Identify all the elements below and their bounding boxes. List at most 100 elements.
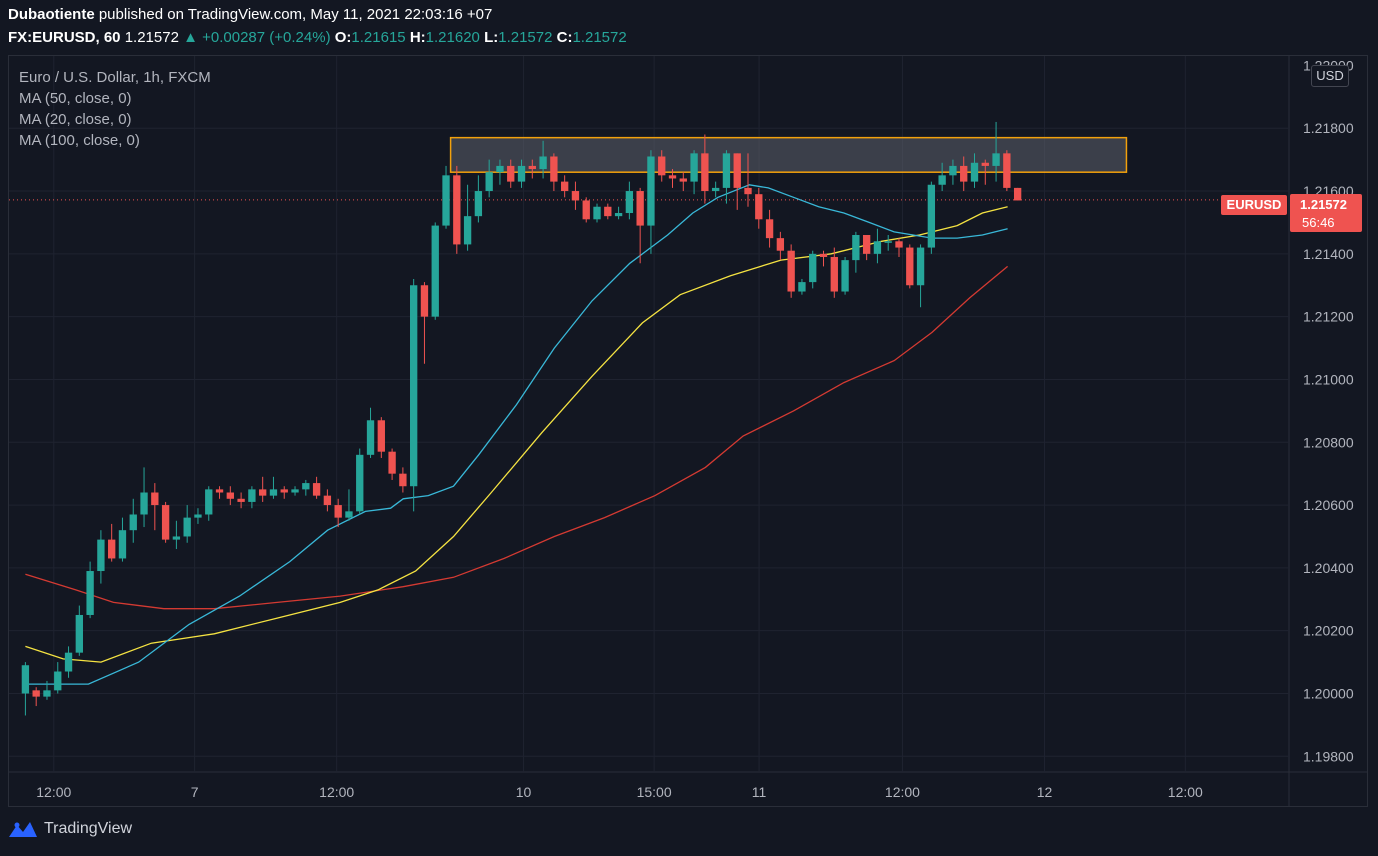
author-name[interactable]: Dubaotiente (8, 6, 95, 23)
candle-body (75, 614, 83, 653)
candle-body (507, 165, 515, 182)
candle (366, 407, 375, 458)
candle (539, 140, 547, 179)
candle-body (819, 253, 828, 257)
footer-brand[interactable]: TradingView (8, 820, 132, 838)
candle (852, 231, 860, 273)
candle (248, 486, 256, 509)
candle (183, 505, 191, 543)
candle (453, 165, 461, 254)
high-value: 1.21620 (425, 29, 480, 46)
candle-body (1013, 187, 1022, 201)
candle-body (906, 247, 914, 286)
candle (614, 206, 623, 220)
legend-ma50[interactable]: MA (50, close, 0) (19, 90, 132, 107)
ma20-line (25, 184, 1008, 685)
candle-body (431, 225, 439, 317)
candle-body (302, 483, 310, 490)
candle (884, 235, 892, 251)
candle (1013, 187, 1022, 201)
currency-button[interactable]: USD (1311, 65, 1349, 87)
candle (916, 244, 925, 308)
candle-body (291, 489, 299, 493)
candle-body (560, 181, 569, 192)
bar-countdown: 56:46 (1302, 215, 1335, 230)
candle (970, 153, 979, 188)
candle (377, 417, 385, 458)
legend-ma100[interactable]: MA (100, close, 0) (19, 132, 140, 149)
candle-body (410, 285, 418, 487)
candle-body (604, 206, 612, 217)
candle (1003, 150, 1011, 192)
candle (356, 448, 364, 515)
price-tick-label: 1.21200 (1303, 309, 1354, 325)
candle-body (862, 235, 871, 254)
candle (507, 159, 515, 188)
candle-body (690, 153, 698, 182)
candle (690, 150, 698, 195)
legend-title[interactable]: Euro / U.S. Dollar, 1h, FXCM (19, 69, 211, 86)
candle (388, 448, 396, 480)
candle (463, 184, 472, 251)
candle (108, 523, 116, 562)
candle-body (140, 492, 148, 515)
candle-body (54, 671, 62, 691)
candle (873, 228, 882, 264)
candle-body (334, 505, 342, 518)
low-value: 1.21572 (498, 29, 553, 46)
candle (64, 646, 73, 678)
candle (302, 479, 310, 496)
candle-body (194, 514, 202, 518)
candle-body (658, 156, 666, 176)
candle-body (992, 153, 1000, 166)
candle-body (356, 454, 364, 512)
candle (205, 486, 213, 521)
candle-body (345, 511, 353, 518)
time-tick-label: 15:00 (637, 784, 672, 800)
candle (949, 159, 957, 185)
candle-body (172, 536, 181, 540)
candle (571, 181, 580, 210)
candle (54, 662, 62, 694)
candle-body (269, 489, 278, 496)
tradingview-logo-icon (9, 822, 37, 837)
candle-body (733, 153, 741, 188)
legend-ma20[interactable]: MA (20, close, 0) (19, 111, 132, 128)
candle (194, 508, 202, 524)
high-label: H: (409, 29, 426, 46)
candle (496, 159, 504, 185)
candle (841, 256, 849, 295)
candle-body (399, 473, 407, 487)
candle-body (582, 200, 590, 220)
candle-body (86, 571, 94, 615)
candle-body (593, 206, 601, 220)
candle-body (366, 420, 375, 455)
candle-body (161, 505, 170, 540)
candle-body (701, 153, 709, 192)
candle (625, 181, 634, 220)
candle-body (970, 162, 979, 182)
candle (938, 162, 946, 192)
candle (787, 244, 795, 298)
candle (658, 150, 666, 182)
candle-body (550, 156, 558, 182)
low-label: L: (484, 29, 499, 46)
time-tick-label: 12:00 (319, 784, 354, 800)
candle-body (388, 451, 396, 474)
candle (798, 278, 806, 295)
candle-body (938, 175, 946, 185)
chart-frame[interactable] (8, 55, 1368, 807)
candle (97, 530, 105, 584)
price-tick-label: 1.21400 (1303, 246, 1354, 262)
candle (410, 278, 418, 512)
candle (722, 150, 731, 204)
candle-body (884, 241, 892, 243)
candle (981, 159, 989, 185)
candle (830, 247, 838, 298)
candle (280, 486, 288, 499)
chart-legend: Euro / U.S. Dollar, 1h, FXCM MA (50, clo… (19, 67, 211, 151)
candle-body (312, 483, 321, 496)
up-arrow-icon: ▲ (183, 29, 198, 46)
candle (312, 476, 321, 499)
